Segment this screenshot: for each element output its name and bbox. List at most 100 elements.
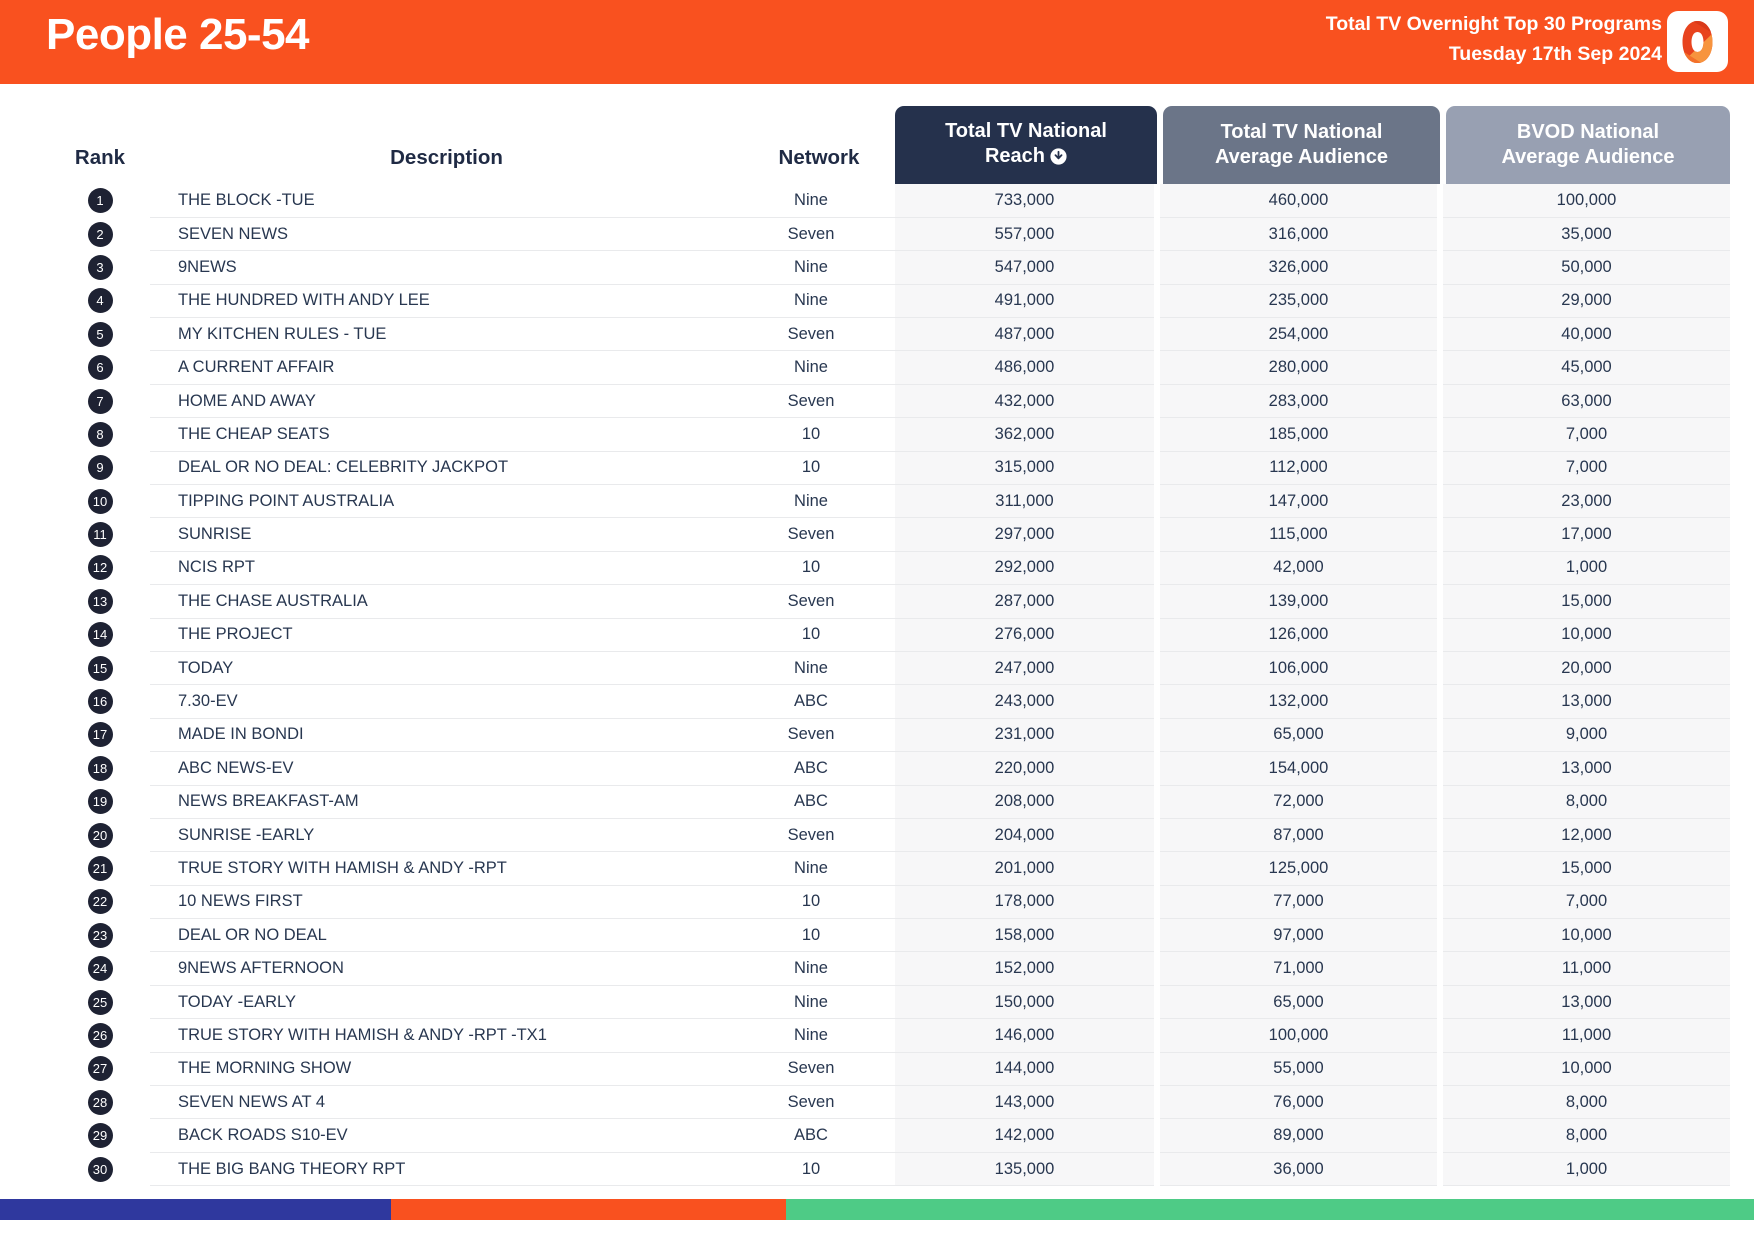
total-tv-reach-cell: 243,000 xyxy=(895,684,1157,719)
table-row[interactable]: 14 THE PROJECT 10 276,000 126,000 10,000 xyxy=(50,618,1730,652)
table-row[interactable]: 2 SEVEN NEWS Seven 557,000 316,000 35,000 xyxy=(50,217,1730,252)
rank-badge: 8 xyxy=(87,421,113,447)
bvod-average-audience-cell: 63,000 xyxy=(1437,384,1730,419)
rank-cell: 17 xyxy=(50,718,150,752)
program-description-cell: SEVEN NEWS AT 4 xyxy=(150,1085,743,1120)
rank-badge: 14 xyxy=(87,622,113,648)
bvod-average-audience-cell: 8,000 xyxy=(1437,1118,1730,1153)
column-header-description[interactable]: Description xyxy=(390,146,503,169)
total-tv-reach-cell: 220,000 xyxy=(895,751,1157,786)
table-row[interactable]: 23 DEAL OR NO DEAL 10 158,000 97,000 10,000 xyxy=(50,918,1730,953)
rank-badge: 20 xyxy=(87,822,113,848)
bvod-average-audience-cell: 1,000 xyxy=(1437,1152,1730,1187)
program-description-cell: SEVEN NEWS xyxy=(150,217,743,252)
total-tv-average-audience-cell: 77,000 xyxy=(1154,885,1440,920)
total-tv-reach-cell: 487,000 xyxy=(895,317,1157,352)
rank-cell: 25 xyxy=(50,985,150,1019)
total-tv-reach-cell: 557,000 xyxy=(895,217,1157,252)
table-row[interactable]: 6 A CURRENT AFFAIR Nine 486,000 280,000 45,00… xyxy=(50,350,1730,385)
table-row[interactable]: 30 THE BIG BANG THEORY RPT 10 135,000 36,000… xyxy=(50,1152,1730,1187)
bvod-average-audience-cell: 50,000 xyxy=(1437,250,1730,285)
rank-cell: 19 xyxy=(50,785,150,819)
table-row[interactable]: 18 ABC NEWS-EV ABC 220,000 154,000 13,000 xyxy=(50,751,1730,786)
footer-color-bar xyxy=(0,1199,1754,1220)
table-header: Rank Description Network Total TV Nation… xyxy=(50,100,1730,184)
table-row[interactable]: 13 THE CHASE AUSTRALIA Seven 287,000 139,000… xyxy=(50,584,1730,619)
table-row[interactable]: 11 SUNRISE Seven 297,000 115,000 17,000 xyxy=(50,517,1730,552)
column-header-total-tv-average-audience[interactable]: Total TV National Average Audience xyxy=(1157,100,1440,184)
program-description-cell: MADE IN BONDI xyxy=(150,718,743,753)
footer-segment-green xyxy=(785,1199,1754,1220)
sort-descending-icon[interactable] xyxy=(1050,147,1067,172)
rank-badge: 10 xyxy=(87,488,113,514)
program-description-cell: 7.30-EV xyxy=(150,684,743,719)
table-row[interactable]: 20 SUNRISE -EARLY Seven 204,000 87,000 12,000 xyxy=(50,818,1730,853)
rank-cell: 4 xyxy=(50,284,150,318)
network-cell: Nine xyxy=(743,651,895,686)
column-header-bvod-average-audience[interactable]: BVOD National Average Audience xyxy=(1440,100,1730,184)
total-tv-reach-cell: 292,000 xyxy=(895,551,1157,586)
table-row[interactable]: 27 THE MORNING SHOW Seven 144,000 55,000 10,0… xyxy=(50,1052,1730,1087)
bvod-header-line2: Average Audience xyxy=(1501,146,1675,168)
bvod-average-audience-cell: 7,000 xyxy=(1437,885,1730,920)
total-tv-reach-cell: 231,000 xyxy=(895,718,1157,753)
program-description-cell: SUNRISE -EARLY xyxy=(150,818,743,853)
program-description-cell: TRUE STORY WITH HAMISH & ANDY -RPT -TX1 xyxy=(150,1018,743,1053)
rank-cell: 1 xyxy=(50,184,150,218)
bvod-average-audience-cell: 8,000 xyxy=(1437,785,1730,819)
table-row[interactable]: 5 MY KITCHEN RULES - TUE Seven 487,000 254,0… xyxy=(50,317,1730,352)
table-row[interactable]: 22 10 NEWS FIRST 10 178,000 77,000 7,000 xyxy=(50,885,1730,920)
table-row[interactable]: 4 THE HUNDRED WITH ANDY LEE Nine 491,000 235… xyxy=(50,284,1730,319)
total-tv-average-audience-cell: 139,000 xyxy=(1154,584,1440,619)
table-row[interactable]: 16 7.30-EV ABC 243,000 132,000 13,000 xyxy=(50,684,1730,719)
program-description-cell: ABC NEWS-EV xyxy=(150,751,743,786)
network-cell: Nine xyxy=(743,350,895,385)
rank-badge: 26 xyxy=(87,1022,113,1048)
bvod-average-audience-cell: 10,000 xyxy=(1437,1052,1730,1087)
column-header-network[interactable]: Network xyxy=(778,146,860,169)
column-header-rank[interactable]: Rank xyxy=(74,146,126,169)
table-row[interactable]: 26 TRUE STORY WITH HAMISH & ANDY -RPT -TX… xyxy=(50,1018,1730,1053)
total-tv-reach-cell: 150,000 xyxy=(895,985,1157,1020)
rank-badge: 13 xyxy=(87,588,113,614)
table-row[interactable]: 12 NCIS RPT 10 292,000 42,000 1,000 xyxy=(50,551,1730,586)
brand-logo xyxy=(1667,11,1728,72)
total-tv-average-audience-cell: 283,000 xyxy=(1154,384,1440,419)
bvod-average-audience-cell: 12,000 xyxy=(1437,818,1730,853)
rank-cell: 27 xyxy=(50,1052,150,1086)
table-row[interactable]: 28 SEVEN NEWS AT 4 Seven 143,000 76,000 8,000 xyxy=(50,1085,1730,1120)
total-tv-reach-cell: 204,000 xyxy=(895,818,1157,853)
total-tv-average-audience-cell: 154,000 xyxy=(1154,751,1440,786)
total-tv-average-audience-cell: 185,000 xyxy=(1154,417,1440,452)
total-tv-reach-cell: 311,000 xyxy=(895,484,1157,519)
bvod-average-audience-cell: 29,000 xyxy=(1437,284,1730,319)
table-row[interactable]: 19 NEWS BREAKFAST-AM ABC 208,000 72,000 8,000 xyxy=(50,785,1730,819)
table-row[interactable]: 10 TIPPING POINT AUSTRALIA Nine 311,000 147,… xyxy=(50,484,1730,519)
total-tv-average-audience-cell: 65,000 xyxy=(1154,985,1440,1020)
report-sheet: Rank Description Network Total TV Nation… xyxy=(0,84,1754,1220)
network-cell: ABC xyxy=(743,751,895,786)
table-row[interactable]: 8 THE CHEAP SEATS 10 362,000 185,000 7,000 xyxy=(50,417,1730,452)
table-row[interactable]: 29 BACK ROADS S10-EV ABC 142,000 89,000 8,000 xyxy=(50,1118,1730,1153)
table-row[interactable]: 21 TRUE STORY WITH HAMISH & ANDY -RPT Nine… xyxy=(50,851,1730,886)
table-row[interactable]: 25 TODAY -EARLY Nine 150,000 65,000 13,000 xyxy=(50,985,1730,1020)
rank-badge: 30 xyxy=(87,1156,113,1182)
total-tv-reach-cell: 178,000 xyxy=(895,885,1157,920)
table-row[interactable]: 1 THE BLOCK -TUE Nine 733,000 460,000 100,000 xyxy=(50,184,1730,218)
total-tv-reach-cell: 135,000 xyxy=(895,1152,1157,1187)
network-cell: Seven xyxy=(743,217,895,252)
column-header-total-tv-reach[interactable]: Total TV National Reach xyxy=(895,100,1157,184)
table-row[interactable]: 7 HOME AND AWAY Seven 432,000 283,000 63,000 xyxy=(50,384,1730,419)
table-row[interactable]: 9 DEAL OR NO DEAL: CELEBRITY JACKPOT 10 315… xyxy=(50,451,1730,486)
bvod-average-audience-cell: 1,000 xyxy=(1437,551,1730,586)
table-row[interactable]: 3 9NEWS Nine 547,000 326,000 50,000 xyxy=(50,250,1730,285)
bvod-header-line1: BVOD National xyxy=(1516,121,1660,143)
table-row[interactable]: 24 9NEWS AFTERNOON Nine 152,000 71,000 11,000 xyxy=(50,951,1730,986)
table-row[interactable]: 17 MADE IN BONDI Seven 231,000 65,000 9,000 xyxy=(50,718,1730,753)
total-tv-reach-cell: 201,000 xyxy=(895,851,1157,886)
table-row[interactable]: 15 TODAY Nine 247,000 106,000 20,000 xyxy=(50,651,1730,686)
program-description-cell: SUNRISE xyxy=(150,517,743,552)
ranking-table-container: Rank Description Network Total TV Nation… xyxy=(50,100,1730,1187)
network-cell: Seven xyxy=(743,584,895,619)
rank-cell: 30 xyxy=(50,1152,150,1186)
